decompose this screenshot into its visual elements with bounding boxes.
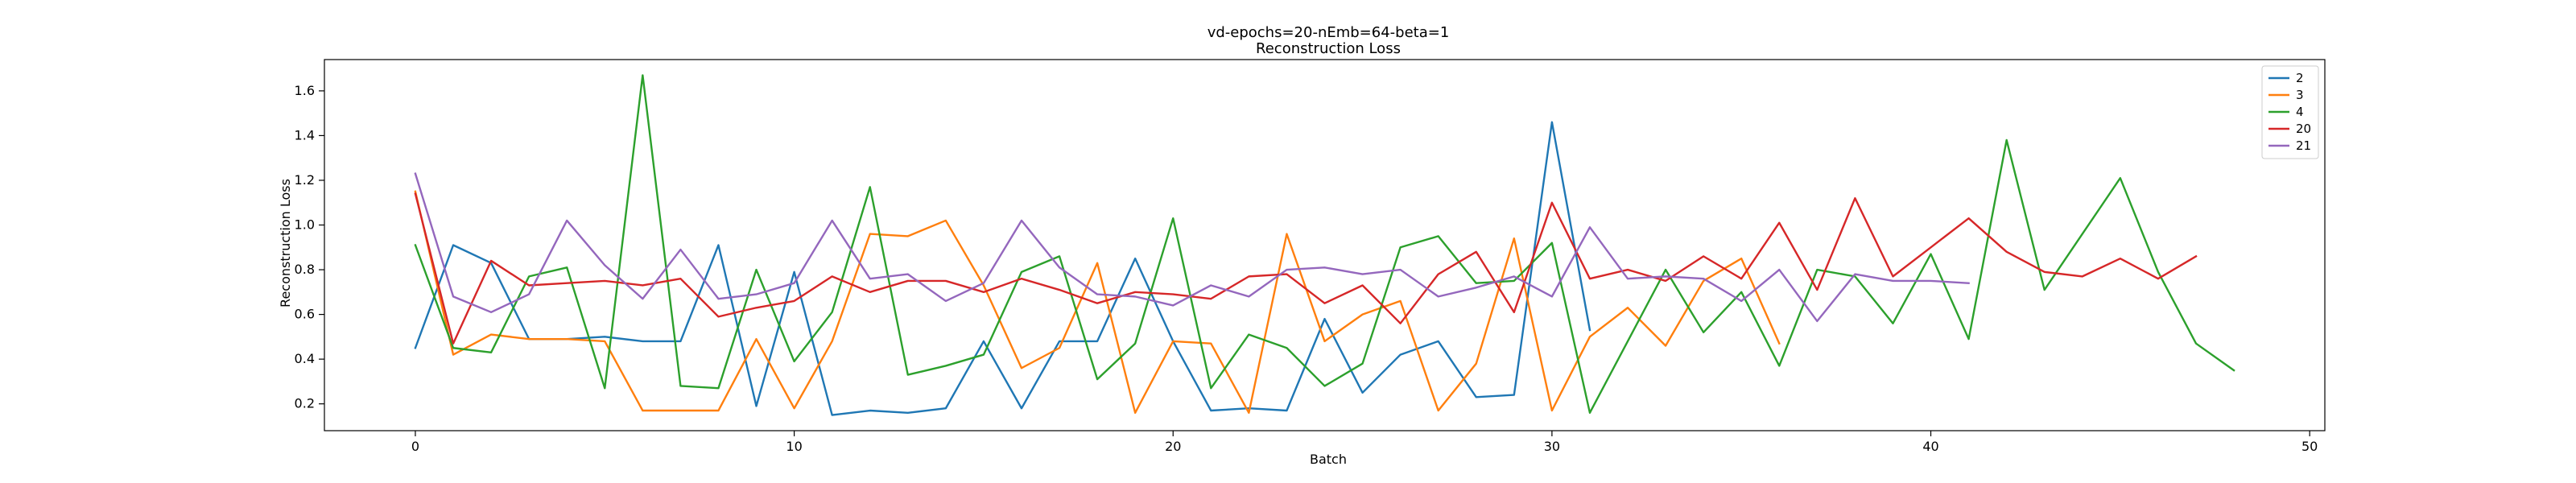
series-line-21 [414,172,1970,323]
y-tick-label: 1.4 [295,127,315,142]
chart-subtitle: Reconstruction Loss [1256,40,1401,57]
y-tick-label: 1.2 [295,172,315,188]
x-axis-label: Batch [1310,452,1347,467]
series-line-4 [414,74,2235,414]
legend: 2 3 4 20 21 [2261,65,2319,159]
y-tick-label: 1.6 [295,83,315,98]
x-tick-label: 40 [1922,439,1938,454]
plot-area: 0 10 20 30 40 50 0.2 0.4 0.6 0.8 1.0 1.2 1.4 1.6 2 3 4 20… [295,59,2326,454]
y-tick-label: 0.6 [295,307,315,322]
x-tick-label: 30 [1544,439,1560,454]
legend-label-2: 2 [2296,71,2304,85]
series-line-20 [414,192,2198,345]
chart-title: vd-epochs=20-nEmb=64-beta=1 [1208,24,1450,41]
legend-label-3: 3 [2296,88,2304,102]
legend-label-4: 4 [2296,105,2304,119]
legend-label-20: 20 [2296,122,2311,136]
x-tick-label: 10 [786,439,802,454]
series-line-3 [414,190,1781,414]
y-tick-label: 0.8 [295,262,315,277]
plot-frame [324,59,2326,431]
x-tick-label: 0 [411,439,419,454]
legend-box [2261,65,2319,159]
y-tick-label: 0.4 [295,351,315,366]
legend-label-21: 21 [2296,138,2311,153]
y-tick-label: 1.0 [295,217,315,233]
x-tick-label: 50 [2301,439,2318,454]
y-tick-label: 0.2 [295,396,315,411]
x-tick-label: 20 [1165,439,1181,454]
series-line-2 [414,121,1591,416]
y-axis-label: Reconstruction Loss [278,179,293,308]
